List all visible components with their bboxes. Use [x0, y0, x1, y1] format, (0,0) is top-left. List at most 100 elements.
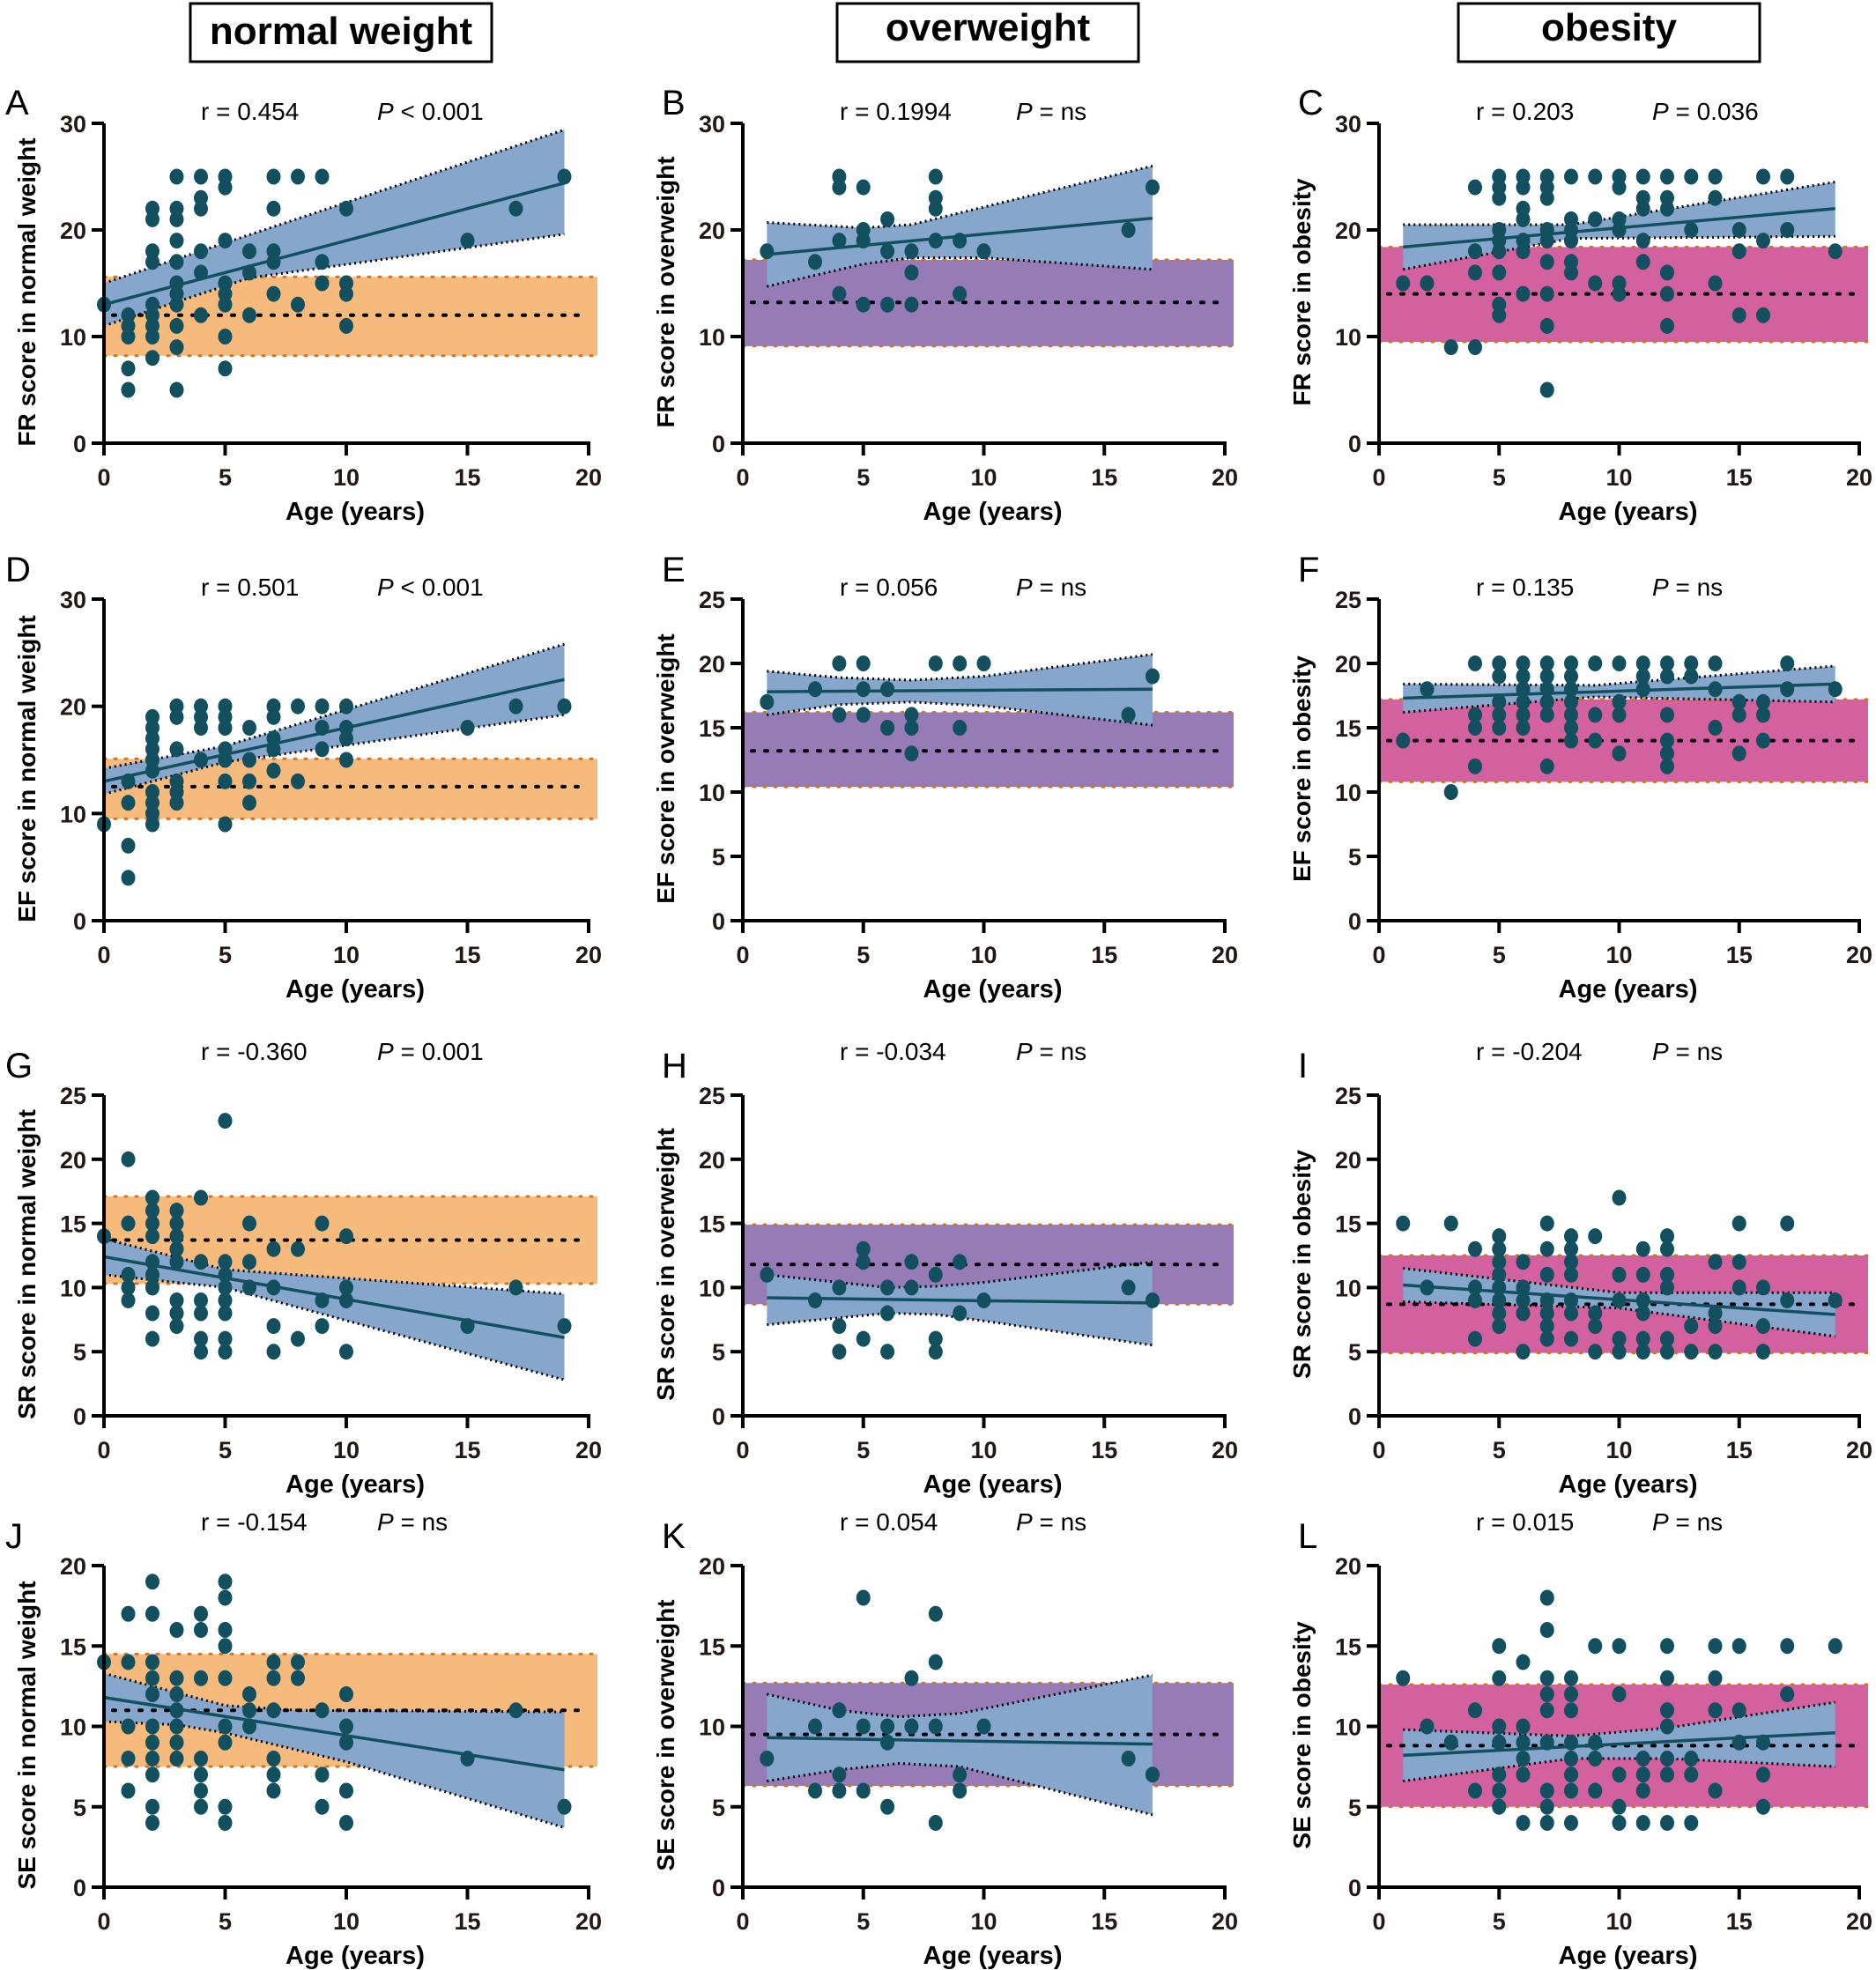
- data-point: [928, 1344, 943, 1360]
- data-point: [1443, 339, 1458, 356]
- data-point: [1588, 655, 1603, 671]
- data-point: [1756, 1734, 1770, 1751]
- data-point: [266, 1344, 281, 1360]
- ci-upper-line: [767, 1260, 1153, 1289]
- data-point: [291, 1670, 305, 1686]
- data-point: [339, 1279, 353, 1296]
- data-point: [339, 698, 353, 715]
- data-point: [1564, 1254, 1578, 1270]
- data-point: [928, 168, 943, 185]
- data-point: [1396, 732, 1411, 749]
- p-symbol: P: [1016, 1038, 1033, 1065]
- data-point: [856, 1330, 871, 1347]
- data-point: [1684, 1815, 1699, 1831]
- data-point: [218, 1279, 233, 1296]
- data-point: [1539, 758, 1554, 774]
- data-point: [1731, 222, 1746, 238]
- p-symbol: P: [1016, 574, 1033, 601]
- data-point: [339, 730, 353, 747]
- data-point: [1684, 1318, 1699, 1335]
- p-value: P < 0.001: [377, 98, 484, 125]
- data-point: [1780, 1638, 1795, 1655]
- data-point: [145, 1670, 159, 1686]
- data-point: [1539, 233, 1554, 249]
- data-point: [953, 1782, 968, 1799]
- data-point: [169, 1686, 184, 1702]
- p-symbol: P: [377, 1508, 394, 1536]
- x-tick-label: 20: [575, 1908, 602, 1935]
- y-axis-label: EF score in obesity: [1288, 655, 1316, 882]
- data-point: [1660, 200, 1674, 217]
- data-point: [1564, 1266, 1578, 1283]
- x-tick-label: 0: [97, 464, 110, 491]
- data-point: [169, 795, 184, 811]
- data-point: [856, 1254, 871, 1270]
- data-point: [145, 1654, 159, 1670]
- data-point: [880, 681, 895, 698]
- data-point: [315, 275, 330, 292]
- y-tick-label: 10: [1335, 1275, 1361, 1301]
- data-point: [1539, 317, 1554, 334]
- data-point: [928, 1815, 943, 1831]
- y-axis-label: SE score in normal weight: [13, 1581, 41, 1889]
- data-point: [121, 1654, 136, 1670]
- data-point: [760, 1751, 775, 1766]
- data-point: [1564, 1330, 1578, 1347]
- data-point: [1612, 285, 1627, 302]
- confidence-band: [104, 130, 565, 326]
- data-point: [1708, 275, 1723, 292]
- y-tick-label: 0: [1348, 908, 1361, 935]
- data-point: [121, 1292, 136, 1308]
- y-tick-label: 5: [712, 1339, 725, 1366]
- data-point: [145, 1751, 159, 1766]
- data-point: [315, 254, 330, 270]
- y-tick-label: 5: [73, 1339, 86, 1366]
- data-point: [121, 381, 136, 398]
- data-point: [1516, 1305, 1531, 1322]
- p-symbol: P: [1652, 1508, 1669, 1536]
- p-symbol: P: [1016, 1508, 1033, 1536]
- data-point: [145, 211, 159, 227]
- data-point: [832, 1702, 847, 1719]
- data-point: [194, 1766, 208, 1783]
- data-point: [928, 200, 943, 217]
- data-point: [1684, 655, 1699, 671]
- x-tick-label: 0: [736, 1437, 749, 1463]
- data-point: [904, 1670, 919, 1686]
- p-text: = ns: [1669, 1038, 1723, 1065]
- panel-B: 0 10 20 30 0 5 10 15 20 Age (years) FR score in ov…: [652, 84, 1238, 526]
- data-point: [953, 1254, 968, 1270]
- data-point: [1492, 1718, 1507, 1735]
- panel-F: 0 5 10 15 20 25 0 5 10 15 20 Age (years) EF score in…: [1288, 551, 1872, 1004]
- p-text: = 0.036: [1669, 98, 1759, 125]
- data-point: [1420, 1718, 1435, 1735]
- y-tick-label: 15: [699, 1211, 725, 1238]
- panel-K: 0 5 10 15 20 0 5 10 15 20 Age (years) SE score in o…: [652, 1508, 1238, 1970]
- data-point: [1539, 1815, 1554, 1831]
- x-tick-label: 15: [454, 1908, 480, 1935]
- x-axis-label: Age (years): [923, 975, 1063, 1004]
- data-point: [145, 1279, 159, 1296]
- data-point: [266, 1702, 281, 1719]
- regression-line: [1403, 1283, 1835, 1316]
- x-tick-label: 5: [1493, 464, 1506, 491]
- ci-upper-line: [767, 164, 1153, 230]
- p-symbol: P: [1652, 574, 1669, 601]
- data-point: [169, 339, 184, 356]
- data-point: [760, 243, 775, 260]
- y-tick-label: 20: [699, 1553, 725, 1580]
- ci-lower-line: [767, 1761, 1153, 1817]
- data-point: [953, 655, 968, 671]
- x-tick-label: 15: [1091, 942, 1117, 968]
- data-point: [953, 285, 968, 302]
- y-tick-label: 10: [1335, 780, 1361, 806]
- x-tick-label: 10: [333, 1437, 360, 1463]
- data-point: [266, 762, 281, 779]
- y-tick-label: 0: [73, 908, 86, 935]
- panel-J: 0 5 10 15 20 0 5 10 15 20 Age (years) SE score in n…: [5, 1508, 602, 1970]
- data-point: [1660, 1228, 1674, 1245]
- data-point: [1539, 189, 1554, 206]
- data-point: [242, 720, 256, 736]
- x-tick-label: 20: [575, 1437, 602, 1463]
